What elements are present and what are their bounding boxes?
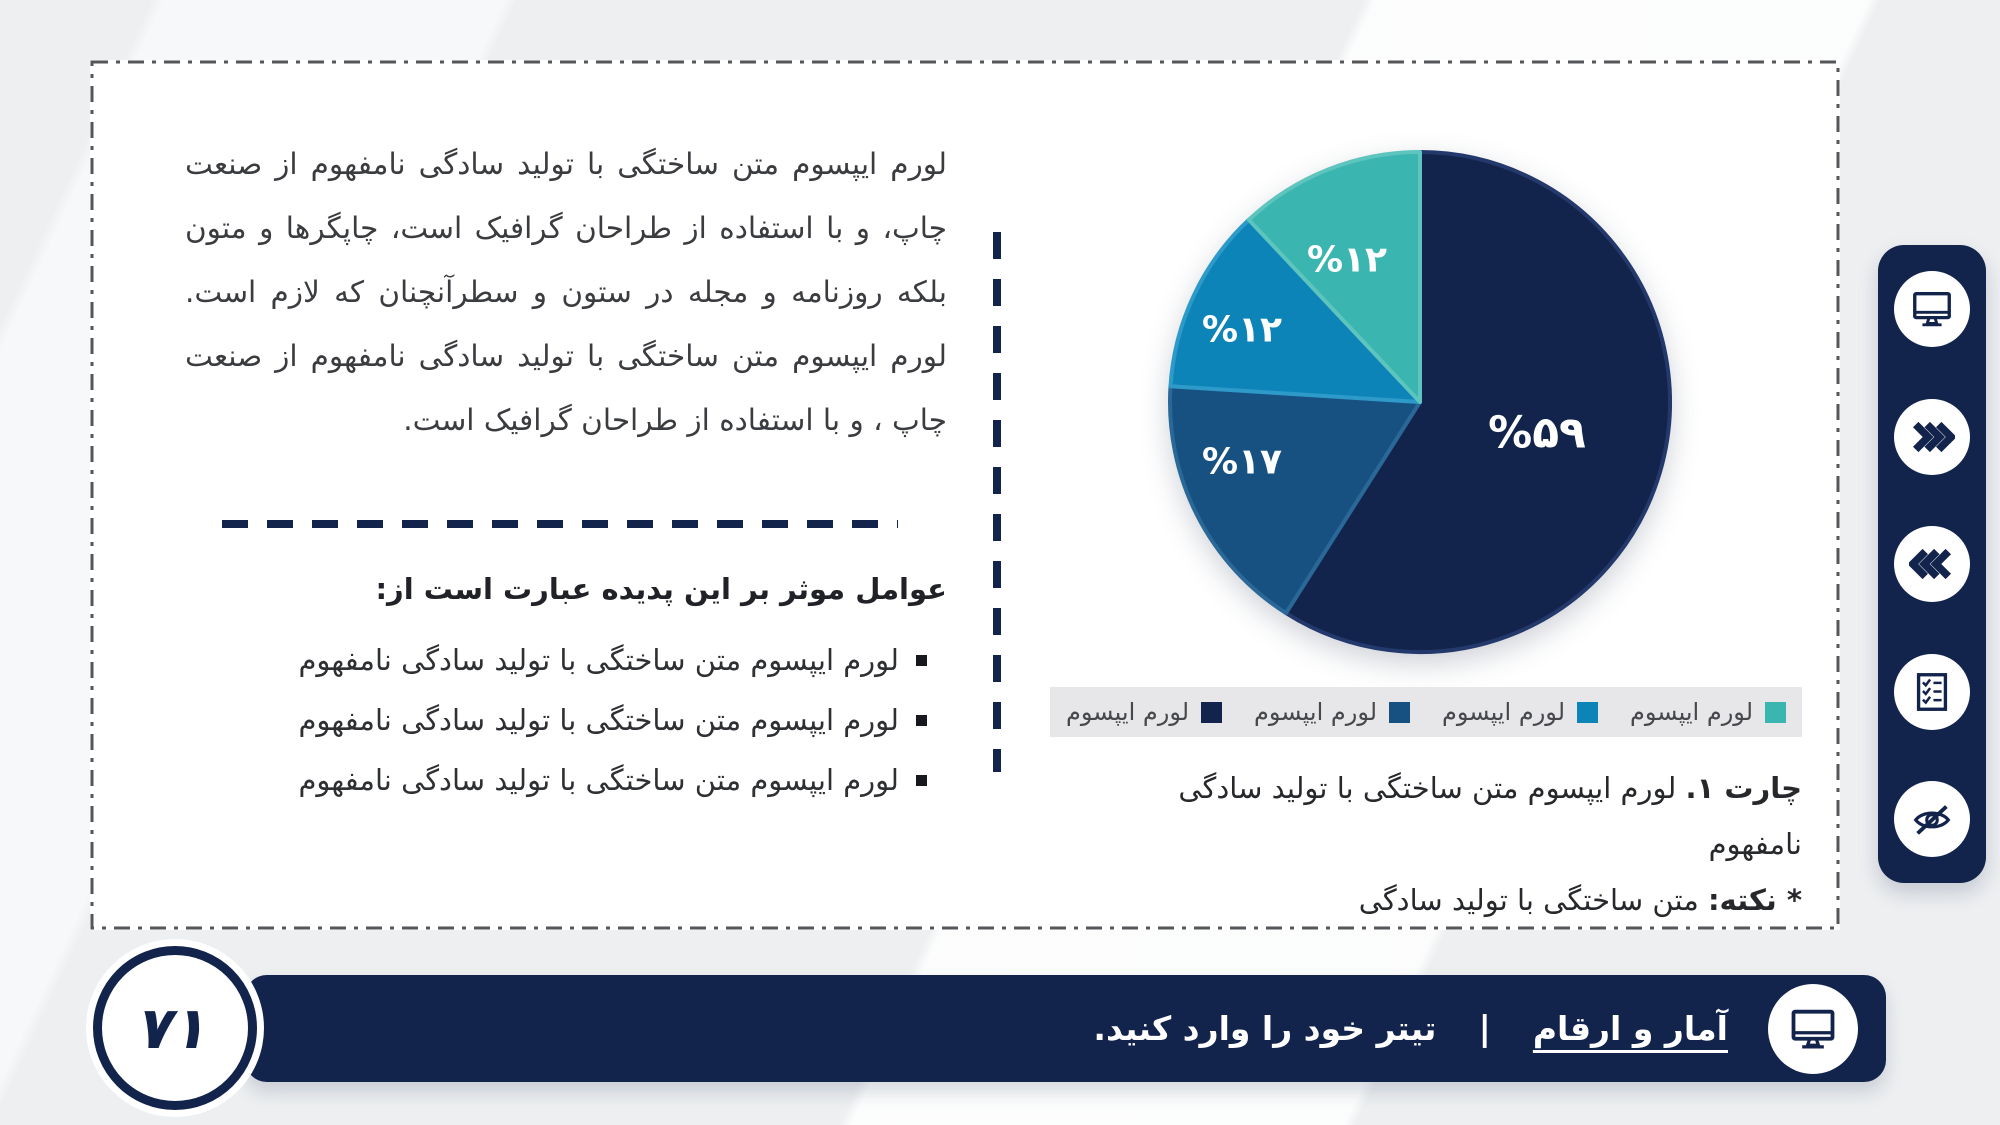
sidebar-tool-rail: [1878, 245, 1986, 883]
pie-slice: [1284, 150, 1672, 654]
vertical-dashed-divider: [993, 232, 1001, 772]
chevrons-left-button[interactable]: [1894, 526, 1970, 602]
footer-title-placeholder: تیتر خود را وارد کنید.: [1093, 1009, 1437, 1048]
legend-item: لورم ایپسوم: [1630, 698, 1786, 726]
monitor-icon: [1913, 291, 1951, 327]
pie-slice-label: %۱۲: [1306, 239, 1388, 281]
caption-note-label: * نکته:: [1707, 883, 1802, 917]
body-text-column: لورم ایپسوم متن ساختگی با تولید سادگی نا…: [185, 132, 947, 452]
legend-label: لورم ایپسوم: [1066, 698, 1190, 726]
eye-off-icon: [1913, 805, 1951, 835]
page-number: ۷۱: [132, 994, 218, 1062]
footer-separator: |: [1478, 1008, 1491, 1049]
caption-text: لورم ایپسوم متن ساختگی با تولید سادگی نا…: [1178, 771, 1802, 861]
chevrons-right-button[interactable]: [1894, 398, 1970, 475]
horizontal-dashed-divider: [222, 520, 898, 528]
chevrons-right-icon: [1912, 421, 1955, 452]
legend-item: لورم ایپسوم: [1441, 698, 1599, 726]
legend-item: لورم ایپسوم: [1066, 698, 1223, 726]
footer-section-link[interactable]: آمار و ارقام: [1532, 1009, 1728, 1048]
pie-slice-label: %۵۹: [1488, 407, 1586, 459]
pie-slice-label: %۱۷: [1201, 441, 1283, 483]
caption-note-text: متن ساختگی با تولید سادگی: [1358, 883, 1699, 917]
caption-line-1: چارت ۱. لورم ایپسوم متن ساختگی با تولید …: [1100, 760, 1802, 872]
page-number-badge: ۷۱: [93, 946, 257, 1110]
legend-label: لورم ایپسوم: [1441, 698, 1566, 726]
legend-label: لورم ایپسوم: [1253, 698, 1378, 726]
pie-chart: %۵۹ %۱۷ %۱۲ %۱۲: [1160, 142, 1680, 662]
legend-swatch: [1389, 701, 1411, 723]
checklist-icon: [1916, 672, 1948, 711]
pie-chart-svg: [1168, 150, 1672, 654]
body-paragraph: لورم ایپسوم متن ساختگی با تولید سادگی نا…: [185, 147, 947, 437]
pie-slice: [1168, 384, 1422, 616]
monitor-icon: [1791, 1009, 1835, 1048]
list-heading: عوامل موثر بر این پدیده عبارت است از:: [375, 572, 947, 606]
legend-item: لورم ایپسوم: [1253, 698, 1411, 726]
pie-slice: [1246, 150, 1422, 404]
bullet-list: لورم ایپسوم متن ساختگی با تولید سادگی نا…: [185, 630, 933, 810]
list-item: لورم ایپسوم متن ساختگی با تولید سادگی نا…: [185, 690, 933, 750]
legend-swatch: [1577, 701, 1599, 723]
chevrons-left-icon: [1909, 548, 1952, 580]
pie-slice: [1168, 217, 1422, 404]
legend-label: لورم ایپسوم: [1629, 698, 1753, 726]
caption-chart-number: چارت ۱.: [1685, 771, 1802, 805]
list-item: لورم ایپسوم متن ساختگی با تولید سادگی نا…: [185, 750, 933, 810]
legend-swatch: [1765, 701, 1786, 723]
list-item: لورم ایپسوم متن ساختگی با تولید سادگی نا…: [185, 630, 933, 690]
checklist-button[interactable]: [1894, 653, 1970, 730]
eye-off-button[interactable]: [1894, 781, 1970, 857]
chart-caption: چارت ۱. لورم ایپسوم متن ساختگی با تولید …: [1100, 760, 1802, 928]
monitor-button[interactable]: [1894, 271, 1970, 347]
footer-bar: تیتر خود را وارد کنید. | آمار و ارقام: [245, 975, 1886, 1082]
legend-swatch: [1201, 701, 1223, 723]
caption-line-2: * نکته: متن ساختگی با تولید سادگی: [1100, 872, 1802, 928]
chart-legend: لورم ایپسوم لورم ایپسوم لورم ایپسوم لورم ای…: [1050, 687, 1802, 737]
pie-slice-label: %۱۲: [1201, 309, 1283, 351]
footer-icon-circle: [1768, 983, 1858, 1074]
